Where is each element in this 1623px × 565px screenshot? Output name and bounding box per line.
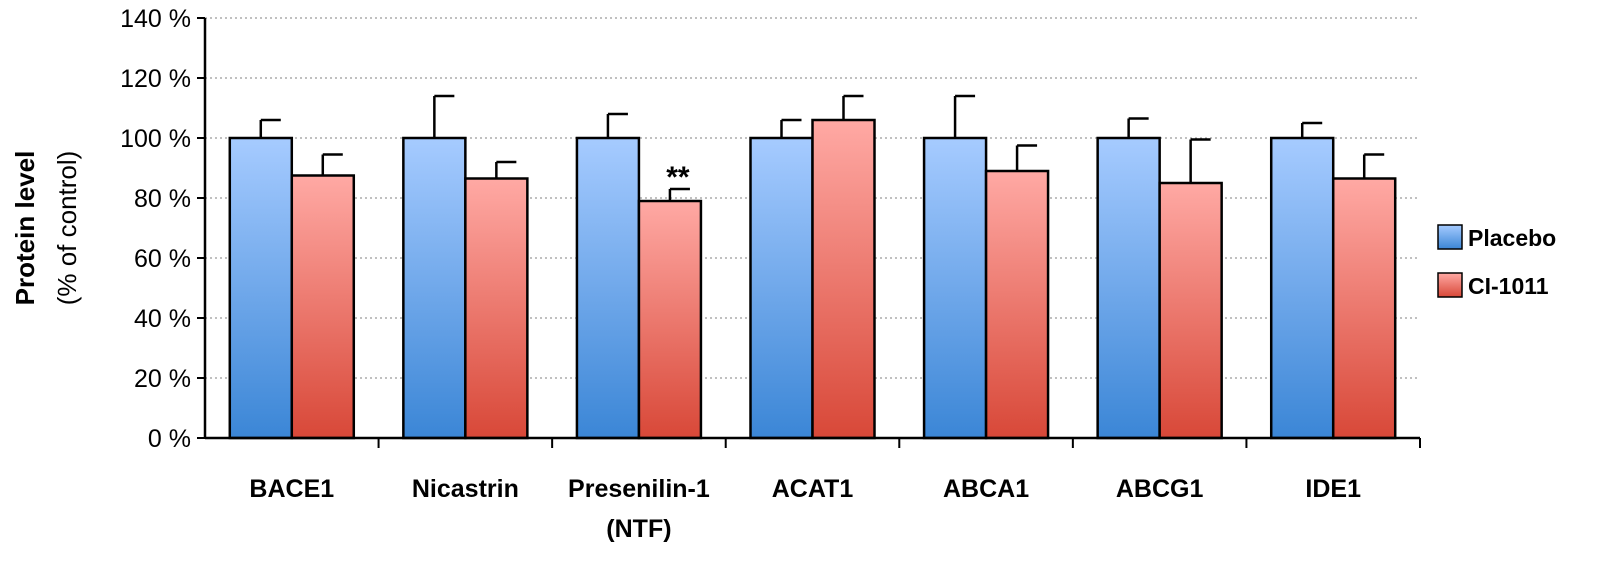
y-tick-label: 100 % — [120, 125, 191, 153]
x-category-label: Nicastrin — [412, 475, 519, 503]
x-category-label: ABCG1 — [1116, 475, 1204, 503]
y-tick-label: 60 % — [134, 245, 191, 273]
legend: Placebo CI-1011 — [1437, 224, 1556, 299]
bars — [228, 94, 1397, 440]
bar-ci-1011 — [637, 199, 703, 440]
legend-swatch — [1437, 224, 1463, 250]
bar-placebo — [228, 136, 294, 440]
y-tick-label: 80 % — [134, 185, 191, 213]
bar-ci-1011 — [464, 177, 529, 440]
significance-marker: ** — [666, 161, 690, 194]
legend-swatch — [1437, 272, 1463, 298]
bar-placebo — [1096, 136, 1161, 440]
bar-placebo — [402, 136, 467, 440]
y-tick-label: 20 % — [134, 365, 191, 393]
bar-ci-1011 — [811, 118, 876, 440]
bar-ci-1011 — [984, 169, 1050, 440]
bar-ci-1011 — [1158, 181, 1223, 440]
axis-labels: 0 % 20 % 40 % 60 % 80 % 100 % 120 % 140 % BACE1 N… — [10, 5, 1361, 543]
x-category-label: ACAT1 — [772, 475, 854, 503]
y-tick-label: 0 % — [148, 425, 191, 453]
x-category-label: (NTF) — [606, 515, 671, 543]
axes — [197, 17, 1421, 448]
y-axis-label: Protein level — [10, 151, 40, 306]
y-tick-label: 120 % — [120, 65, 191, 93]
y-tick-label: 40 % — [134, 305, 191, 333]
bar-placebo — [749, 136, 814, 440]
bar-placebo — [1269, 136, 1335, 440]
bar-placebo — [575, 136, 641, 440]
y-axis-sublabel: (% of control) — [52, 151, 82, 306]
bar-placebo — [922, 136, 988, 440]
y-tick-label: 140 % — [120, 5, 191, 33]
x-category-label: BACE1 — [249, 475, 334, 503]
bar-ci-1011 — [290, 174, 356, 440]
bar-ci-1011 — [1331, 177, 1397, 440]
legend-label: CI-1011 — [1468, 273, 1549, 299]
x-category-label: IDE1 — [1305, 475, 1361, 503]
legend-label: Placebo — [1468, 225, 1556, 251]
x-category-label: ABCA1 — [943, 475, 1029, 503]
x-category-label: Presenilin-1 — [568, 475, 710, 503]
